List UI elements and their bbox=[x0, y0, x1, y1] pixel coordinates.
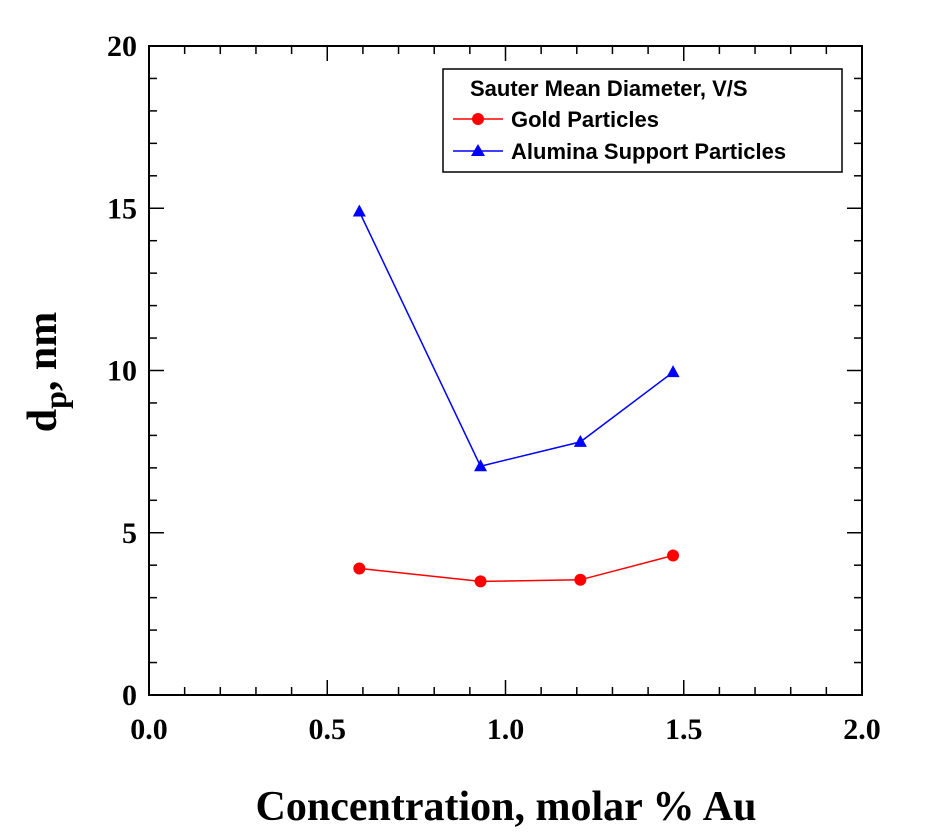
legend-label-alumina: Alumina Support Particles bbox=[511, 139, 786, 164]
series-line-alumina bbox=[358, 211, 674, 468]
y-axis-title-base: d bbox=[20, 409, 66, 432]
data-point-alumina bbox=[352, 204, 366, 217]
y-tick-label: 10 bbox=[107, 355, 137, 388]
data-point-gold bbox=[667, 549, 680, 562]
legend-marker-alumina bbox=[471, 144, 485, 156]
y-tick-label: 0 bbox=[122, 679, 137, 712]
legend-title: Sauter Mean Diameter, V/S bbox=[470, 76, 748, 101]
y-tick-label: 20 bbox=[107, 30, 137, 63]
x-tick-label: 0.5 bbox=[309, 713, 347, 746]
y-tick-label: 5 bbox=[122, 517, 137, 550]
legend: Sauter Mean Diameter, V/S Gold Particles… bbox=[442, 68, 843, 173]
series bbox=[352, 204, 680, 588]
series-line-gold bbox=[359, 554, 674, 583]
y-axis-title-suffix: , nm bbox=[20, 312, 66, 391]
data-point-gold bbox=[474, 575, 487, 588]
x-axis-title: Concentration, molar % Au bbox=[256, 784, 757, 830]
data-point-alumina bbox=[573, 434, 587, 447]
data-point-alumina bbox=[666, 365, 680, 378]
data-point-alumina bbox=[474, 459, 488, 472]
x-tick-label: 1.0 bbox=[487, 713, 525, 746]
y-axis-title-subscript: p bbox=[37, 391, 73, 409]
y-axis-title: dp, nm bbox=[20, 312, 73, 433]
data-point-gold bbox=[353, 562, 366, 575]
x-tick-label: 1.5 bbox=[665, 713, 703, 746]
data-point-gold bbox=[574, 573, 587, 586]
legend-label-gold: Gold Particles bbox=[511, 107, 659, 132]
ticks: 0.0 0.5 1.0 1.5 2.0 0 5 10 15 20 bbox=[107, 30, 881, 746]
x-tick-label: 2.0 bbox=[843, 713, 881, 746]
legend-marker-gold bbox=[472, 113, 484, 125]
x-tick-label: 0.0 bbox=[130, 713, 168, 746]
y-tick-label: 15 bbox=[107, 192, 137, 225]
legend-box bbox=[442, 68, 843, 173]
